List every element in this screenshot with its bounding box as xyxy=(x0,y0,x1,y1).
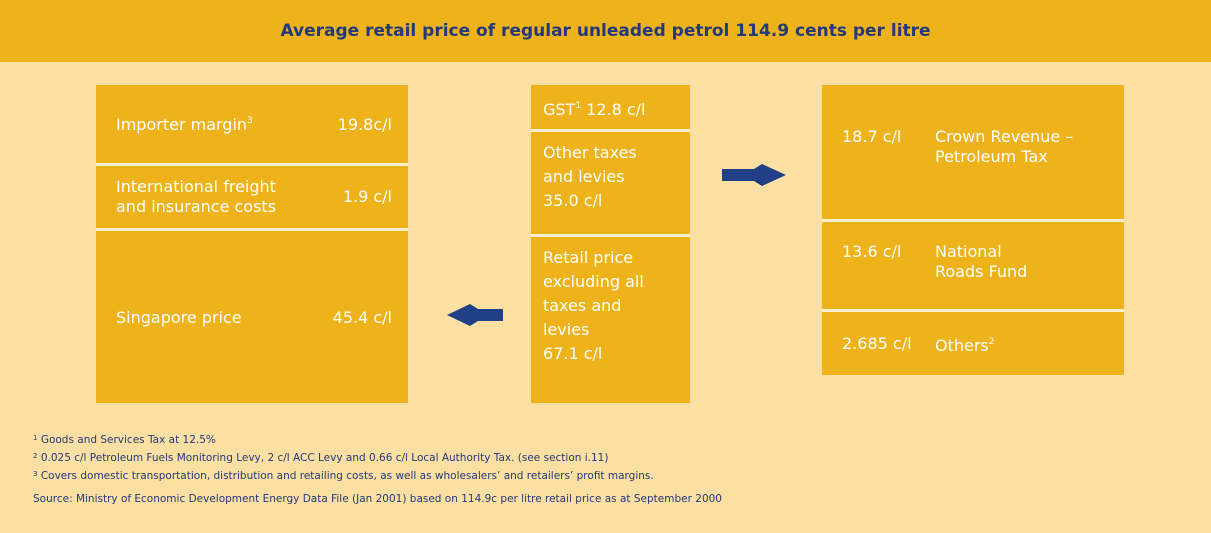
footnote: 3 Covers domestic transportation, distri… xyxy=(33,470,654,482)
freight-box: International freight and insurance cost… xyxy=(96,163,408,228)
value: 45.4 c/l xyxy=(332,307,392,327)
footnote: 1 Goods and Services Tax at 12.5% xyxy=(33,434,216,446)
retail-box: Retail price excluding all taxes and lev… xyxy=(531,234,690,403)
label: International freight and insurance cost… xyxy=(116,177,277,216)
label: GST xyxy=(543,100,576,119)
value: 1.9 c/l xyxy=(342,187,392,206)
superscript: 1 xyxy=(575,101,582,111)
footnote-mark: 1 xyxy=(33,434,38,442)
label-text: Others xyxy=(935,335,989,355)
superscript: 2 xyxy=(988,336,995,347)
source-text: Source: Ministry of Economic Development… xyxy=(33,493,722,505)
footnote: 2 0.025 c/l Petroleum Fuels Monitoring L… xyxy=(33,452,608,464)
label: National Roads Fund xyxy=(935,242,1028,281)
label: Other taxes and levies xyxy=(543,143,637,186)
label: Others2 xyxy=(935,332,995,356)
footnote-text: 0.025 c/l Petroleum Fuels Monitoring Lev… xyxy=(40,452,609,464)
roads-box: 13.6 c/l National Roads Fund xyxy=(822,219,1124,309)
label: Singapore price xyxy=(116,307,242,327)
value: 18.7 c/l xyxy=(842,127,902,146)
arrow-left xyxy=(447,304,503,326)
value: 13.6 c/l xyxy=(842,242,902,261)
footnote-mark: 3 xyxy=(33,470,38,478)
crown-box: 18.7 c/l Crown Revenue – Petroleum Tax xyxy=(822,85,1124,219)
title-band: Average retail price of regular unleaded… xyxy=(0,0,1211,62)
others-box: 2.685 c/l Others2 xyxy=(822,309,1124,375)
footnote-text: Covers domestic transportation, distribu… xyxy=(40,470,654,482)
footnote-mark: 2 xyxy=(33,452,38,460)
label: Importer margin3 xyxy=(116,115,253,134)
value: 67.1 c/l xyxy=(543,344,603,363)
gst-box: GST1 12.8 c/l xyxy=(531,85,690,129)
label: Retail price excluding all taxes and lev… xyxy=(543,248,644,339)
label: Crown Revenue – Petroleum Tax xyxy=(935,127,1074,166)
other-taxes-box: Other taxes and levies 35.0 c/l xyxy=(531,129,690,234)
title: Average retail price of regular unleaded… xyxy=(280,21,931,41)
singapore-box: Singapore price 45.4 c/l xyxy=(96,228,408,403)
value: 19.8c/l xyxy=(337,114,392,134)
importer-box: Importer margin3 19.8c/l xyxy=(96,85,408,163)
value: 2.685 c/l xyxy=(842,333,912,353)
value: 12.8 c/l xyxy=(586,100,646,119)
superscript: 3 xyxy=(247,115,253,126)
value: 35.0 c/l xyxy=(543,191,603,210)
label-text: Importer margin xyxy=(116,114,248,134)
source: Source: Ministry of Economic Development… xyxy=(33,493,722,505)
arrow-right xyxy=(722,164,786,186)
footnote-text: Goods and Services Tax at 12.5% xyxy=(40,434,216,446)
